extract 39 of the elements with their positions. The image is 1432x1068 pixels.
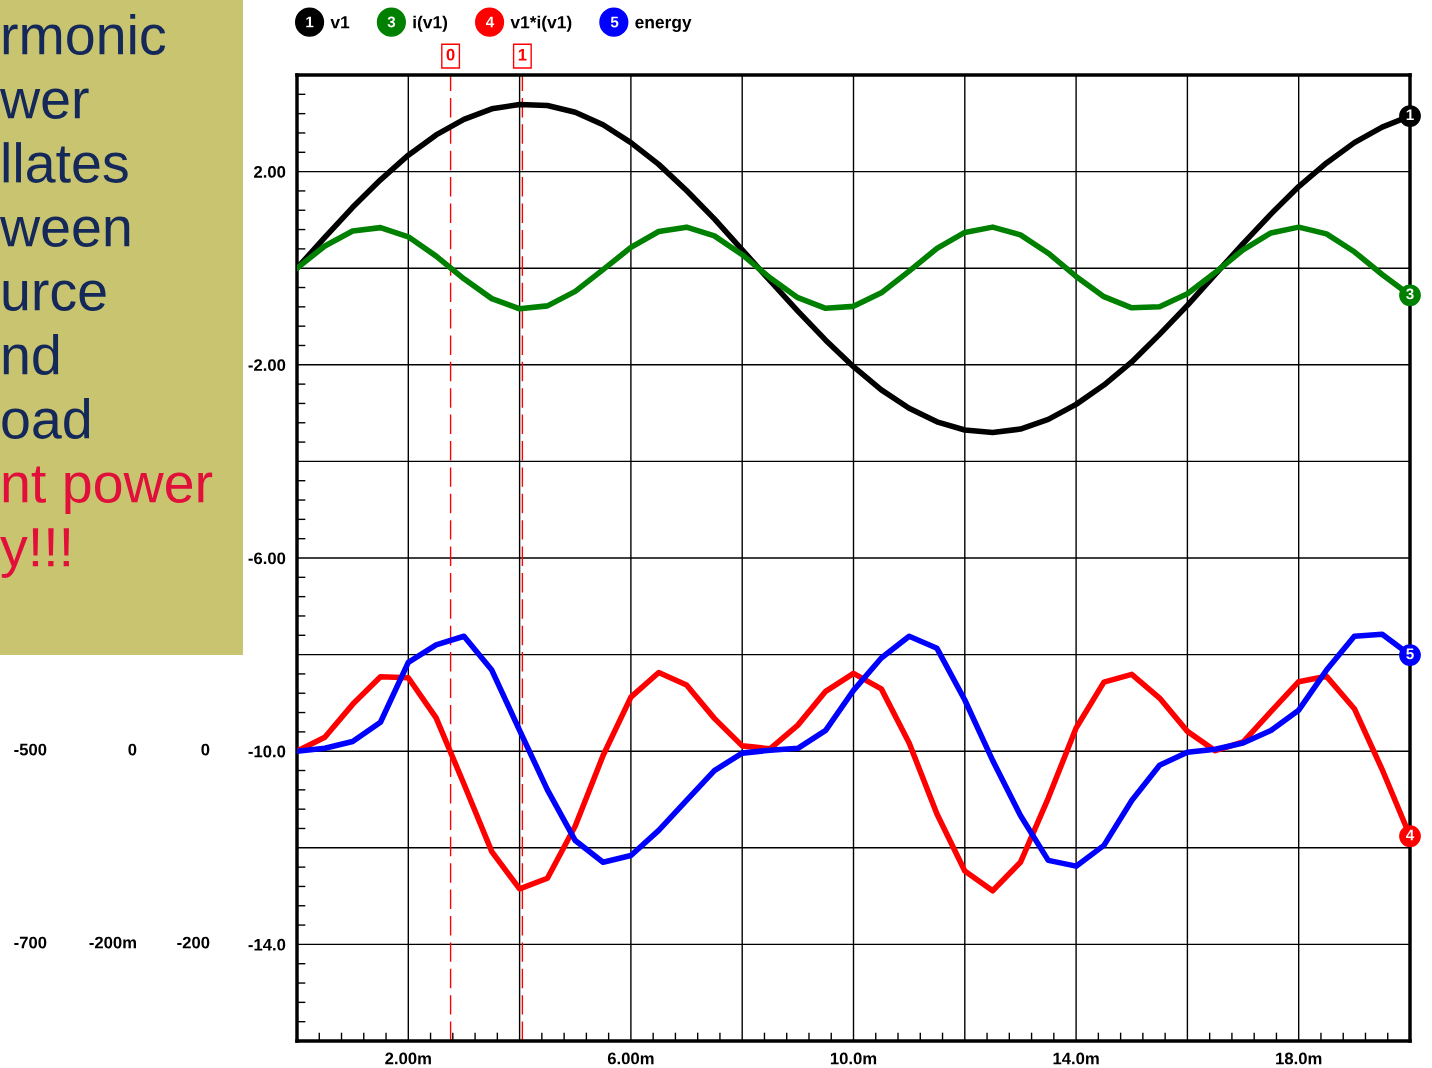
- text: 4: [485, 16, 495, 28]
- annotation: 4: [1405, 829, 1415, 841]
- text: 0: [128, 743, 137, 756]
- text: nd: [3, 334, 59, 375]
- legend-label: i(v1): [413, 15, 448, 32]
- legend-label: v1: [330, 16, 350, 29]
- annotation: 5: [1406, 648, 1414, 660]
- text: -700: [14, 936, 47, 949]
- text: llates: [3, 142, 128, 183]
- text: 1: [306, 16, 314, 28]
- legend-label: v1*i(v1): [510, 15, 572, 32]
- y-tick-label: -6.00: [248, 552, 286, 565]
- text: wer: [0, 88, 89, 119]
- annotation: 1: [518, 48, 527, 61]
- x-tick-label: 6.00m: [607, 1052, 654, 1065]
- text: 3: [387, 16, 396, 28]
- y-tick-label: -14.0: [248, 938, 286, 951]
- y-tick-label: -2.00: [248, 359, 286, 371]
- text: oad: [2, 398, 90, 439]
- x-tick-label: 10.0m: [830, 1052, 877, 1065]
- text: rmonic: [3, 14, 166, 55]
- annotation: 0: [446, 48, 455, 61]
- y-tick-label: -10.0: [248, 745, 286, 758]
- annotation: 1: [1406, 109, 1414, 121]
- text: -500: [14, 743, 47, 756]
- text: ween: [0, 216, 130, 247]
- y-tick-label: 2.00: [254, 166, 286, 178]
- text: -200: [177, 936, 210, 949]
- text: 0: [201, 743, 210, 756]
- x-tick-label: 2.00m: [385, 1052, 431, 1065]
- x-tick-label: 18.0m: [1276, 1052, 1322, 1065]
- legend-label: energy: [635, 18, 692, 32]
- text: -200m: [89, 936, 136, 949]
- x-tick-label: 14.0m: [1053, 1052, 1099, 1065]
- text: urce: [3, 280, 106, 311]
- text: 5: [610, 16, 619, 28]
- text: nt power: [3, 466, 213, 514]
- text: y!!!: [0, 528, 70, 578]
- annotation: 3: [1406, 288, 1414, 300]
